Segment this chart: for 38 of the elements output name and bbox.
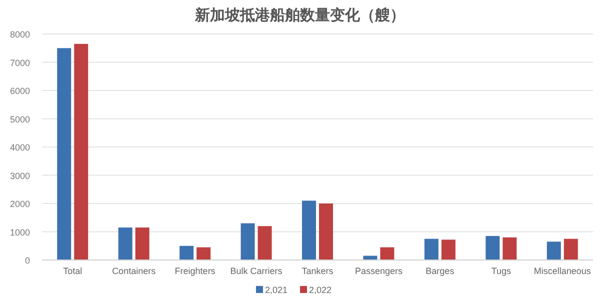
legend-label: 2,022 bbox=[309, 285, 332, 295]
bar bbox=[258, 226, 272, 260]
bar bbox=[502, 237, 517, 260]
y-tick-label: 0 bbox=[24, 256, 30, 266]
chart-title: 新加坡抵港船舶数量变化（艘） bbox=[194, 6, 405, 24]
bar bbox=[564, 238, 578, 260]
y-tick-label: 8000 bbox=[10, 30, 30, 40]
legend-label: 2,021 bbox=[265, 285, 288, 295]
x-tick-label: Bulk Carriers bbox=[230, 266, 283, 276]
y-tick-label: 7000 bbox=[10, 58, 30, 68]
bar bbox=[57, 48, 72, 260]
bar bbox=[380, 247, 394, 260]
x-tick-label: Containers bbox=[112, 266, 156, 276]
bar bbox=[441, 240, 456, 260]
bar bbox=[180, 246, 194, 260]
bar bbox=[135, 228, 150, 260]
y-tick-label: 3000 bbox=[10, 170, 30, 181]
bar bbox=[118, 228, 132, 260]
y-tick-label: 1000 bbox=[10, 227, 30, 238]
x-tick-label: Miscellaneous bbox=[534, 266, 592, 276]
x-tick-label: Passengers bbox=[354, 266, 403, 276]
bar bbox=[302, 200, 316, 260]
x-tick-label: Freighters bbox=[174, 266, 216, 276]
bar bbox=[546, 242, 561, 260]
x-tick-label: Barges bbox=[426, 266, 455, 276]
bar bbox=[74, 44, 88, 260]
bar bbox=[319, 204, 333, 260]
x-tick-label: Tankers bbox=[302, 266, 334, 276]
bar bbox=[486, 236, 500, 260]
bar bbox=[196, 247, 211, 260]
y-tick-label: 2000 bbox=[10, 199, 30, 209]
y-tick-label: 4000 bbox=[10, 142, 30, 152]
bar bbox=[424, 238, 438, 260]
y-tick-label: 5000 bbox=[10, 114, 30, 124]
x-tick-label: Tugs bbox=[491, 266, 512, 276]
bar bbox=[240, 223, 255, 260]
x-tick-label: Total bbox=[63, 266, 82, 276]
y-tick-label: 6000 bbox=[10, 86, 30, 96]
